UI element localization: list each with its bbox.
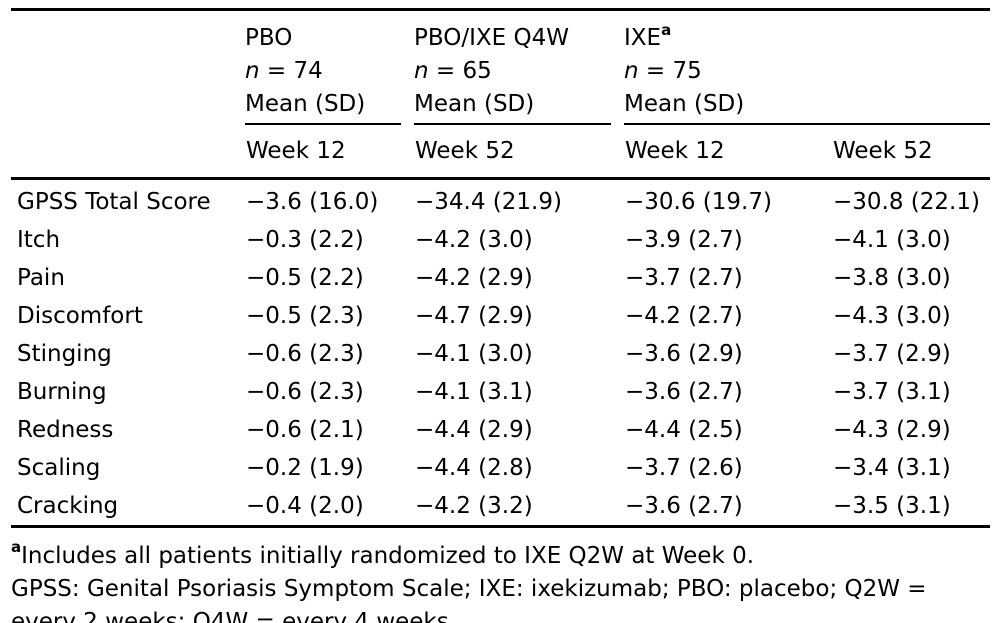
group-stat-pbo: Mean (SD) bbox=[245, 91, 366, 117]
cell-value: −3.6 (2.7) bbox=[625, 493, 743, 519]
footnote-marker-a: a bbox=[661, 21, 672, 40]
n-symbol: n bbox=[624, 58, 639, 84]
cell-value: −4.3 (3.0) bbox=[833, 303, 951, 329]
group-header-pbo-ixe-q4w: PBO/IXE Q4W n = 65 Mean (SD) bbox=[414, 10, 624, 126]
cell-value: −0.2 (1.9) bbox=[246, 455, 364, 481]
group-stat-ixe: Mean (SD) bbox=[624, 91, 745, 117]
cell-value: −4.2 (3.2) bbox=[415, 493, 533, 519]
cell-value: −3.7 (2.9) bbox=[833, 341, 951, 367]
cell-value: −3.6 (16.0) bbox=[246, 189, 379, 215]
cell-value: −3.7 (2.7) bbox=[625, 265, 743, 291]
cell-value: −4.1 (3.1) bbox=[415, 379, 533, 405]
footnotes: aIncludes all patients initially randomi… bbox=[11, 540, 996, 623]
cell-value: −30.8 (22.1) bbox=[833, 189, 980, 215]
cell-value: −0.5 (2.2) bbox=[246, 265, 364, 291]
row-label: Cracking bbox=[17, 493, 119, 519]
cell-value: −3.7 (3.1) bbox=[833, 379, 951, 405]
cell-value: −3.9 (2.7) bbox=[625, 227, 743, 253]
row-label: Stinging bbox=[17, 341, 112, 367]
row-label: Burning bbox=[17, 379, 107, 405]
row-label: Pain bbox=[17, 265, 65, 291]
cell-value: −34.4 (21.9) bbox=[415, 189, 562, 215]
n-value: = 74 bbox=[259, 58, 323, 84]
footnote-a-marker: a bbox=[11, 538, 22, 557]
group-name-ixe-text: IXE bbox=[624, 25, 662, 51]
footnote-abbreviations: GPSS: Genital Psoriasis Symptom Scale; I… bbox=[11, 576, 927, 623]
n-value: = 75 bbox=[638, 58, 702, 84]
table-row-redness: Redness −0.6 (2.1) −4.4 (2.9) −4.4 (2.5)… bbox=[11, 411, 990, 449]
row-label: Itch bbox=[17, 227, 61, 253]
table-row-cracking: Cracking −0.4 (2.0) −4.2 (3.2) −3.6 (2.7… bbox=[11, 487, 990, 527]
table-header: PBO n = 74 Mean (SD) PBO/IXE Q4W n = 65 … bbox=[11, 10, 991, 180]
cell-value: −4.1 (3.0) bbox=[415, 341, 533, 367]
cell-value: −0.3 (2.2) bbox=[246, 227, 364, 253]
week-header-pboixe-week52: Week 52 bbox=[414, 125, 624, 180]
table-row-discomfort: Discomfort −0.5 (2.3) −4.7 (2.9) −4.2 (2… bbox=[11, 297, 990, 335]
group-header-ixe: IXEa n = 75 Mean (SD) bbox=[624, 10, 991, 126]
table-row-itch: Itch −0.3 (2.2) −4.2 (3.0) −3.9 (2.7) −4… bbox=[11, 221, 990, 259]
row-label: GPSS Total Score bbox=[17, 189, 211, 215]
cell-value: −4.2 (2.7) bbox=[625, 303, 743, 329]
group-name-pbo-ixe-q4w: PBO/IXE Q4W bbox=[414, 25, 569, 51]
cell-value: −4.4 (2.5) bbox=[625, 417, 743, 443]
cell-value: −4.4 (2.8) bbox=[415, 455, 533, 481]
row-label: Discomfort bbox=[17, 303, 143, 329]
group-name-pbo: PBO bbox=[245, 25, 293, 51]
cell-value: −3.8 (3.0) bbox=[833, 265, 951, 291]
footnote-a-text: Includes all patients initially randomiz… bbox=[21, 543, 755, 569]
row-label: Redness bbox=[17, 417, 114, 443]
table-row-pain: Pain −0.5 (2.2) −4.2 (2.9) −3.7 (2.7) −3… bbox=[11, 259, 990, 297]
empty-corner-cell bbox=[11, 10, 245, 126]
cell-value: −0.5 (2.3) bbox=[246, 303, 364, 329]
cell-value: −3.4 (3.1) bbox=[833, 455, 951, 481]
cell-value: −0.6 (2.3) bbox=[246, 341, 364, 367]
week-header-pbo-week12: Week 12 bbox=[245, 125, 414, 180]
n-value: = 65 bbox=[428, 58, 492, 84]
cell-value: −30.6 (19.7) bbox=[625, 189, 772, 215]
group-name-ixe: IXEa bbox=[624, 22, 990, 55]
n-symbol: n bbox=[245, 58, 260, 84]
cell-value: −4.1 (3.0) bbox=[833, 227, 951, 253]
group-header-pbo: PBO n = 74 Mean (SD) bbox=[245, 10, 414, 126]
cell-value: −3.7 (2.6) bbox=[625, 455, 743, 481]
cell-value: −3.5 (3.1) bbox=[833, 493, 951, 519]
table-row-gpss-total: GPSS Total Score −3.6 (16.0) −34.4 (21.9… bbox=[11, 179, 990, 222]
cell-value: −4.7 (2.9) bbox=[415, 303, 533, 329]
group-stat-pbo-ixe-q4w: Mean (SD) bbox=[414, 91, 535, 117]
cell-value: −3.6 (2.9) bbox=[625, 341, 743, 367]
results-table: PBO n = 74 Mean (SD) PBO/IXE Q4W n = 65 … bbox=[11, 8, 991, 528]
week-header-ixe-week52: Week 52 bbox=[832, 125, 991, 180]
empty-week-cell bbox=[11, 125, 245, 180]
table-row-burning: Burning −0.6 (2.3) −4.1 (3.1) −3.6 (2.7)… bbox=[11, 373, 990, 411]
cell-value: −0.6 (2.1) bbox=[246, 417, 364, 443]
cell-value: −4.3 (2.9) bbox=[833, 417, 951, 443]
cell-value: −3.6 (2.7) bbox=[625, 379, 743, 405]
group-n-ixe: n = 75 bbox=[624, 55, 990, 88]
cell-value: −0.4 (2.0) bbox=[246, 493, 364, 519]
group-n-pbo: n = 74 bbox=[245, 55, 414, 88]
row-label: Scaling bbox=[17, 455, 101, 481]
table-body: GPSS Total Score −3.6 (16.0) −34.4 (21.9… bbox=[11, 179, 990, 527]
week-header-ixe-week12: Week 12 bbox=[624, 125, 832, 180]
group-header-row: PBO n = 74 Mean (SD) PBO/IXE Q4W n = 65 … bbox=[11, 10, 991, 126]
table-row-scaling: Scaling −0.2 (1.9) −4.4 (2.8) −3.7 (2.6)… bbox=[11, 449, 990, 487]
n-symbol: n bbox=[414, 58, 429, 84]
footnote-a: aIncludes all patients initially randomi… bbox=[11, 540, 996, 573]
cell-value: −4.2 (3.0) bbox=[415, 227, 533, 253]
table-row-stinging: Stinging −0.6 (2.3) −4.1 (3.0) −3.6 (2.9… bbox=[11, 335, 990, 373]
cell-value: −4.4 (2.9) bbox=[415, 417, 533, 443]
week-header-row: Week 12 Week 52 Week 12 Week 52 bbox=[11, 125, 991, 180]
group-n-pbo-ixe-q4w: n = 65 bbox=[414, 55, 624, 88]
cell-value: −0.6 (2.3) bbox=[246, 379, 364, 405]
cell-value: −4.2 (2.9) bbox=[415, 265, 533, 291]
